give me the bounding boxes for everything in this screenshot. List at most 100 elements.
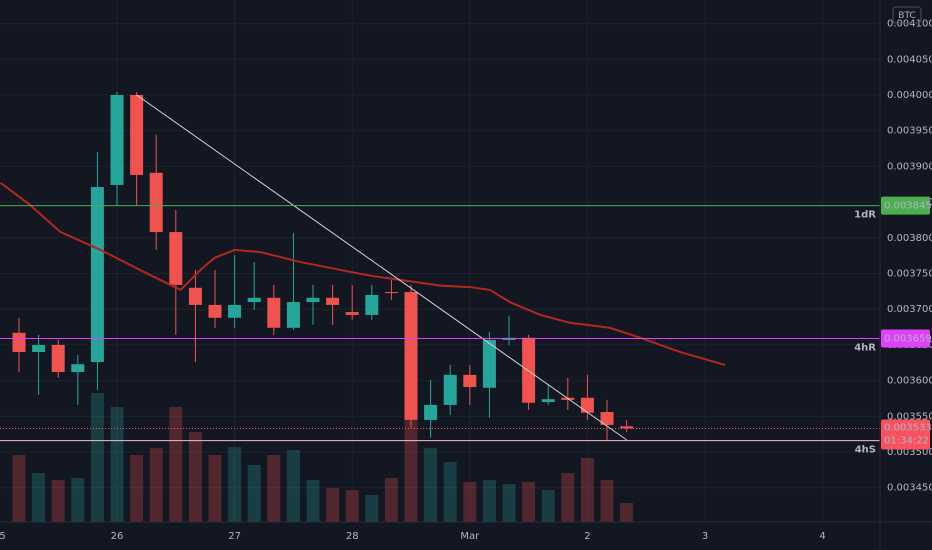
candle-body (404, 292, 418, 420)
last-price-box (881, 419, 930, 450)
candle-body (326, 297, 340, 305)
volume-bar (620, 503, 634, 522)
candle-body (149, 172, 163, 233)
candle-body (384, 292, 398, 294)
volume-bar (71, 478, 85, 522)
y-tick-label: 0.003750 (887, 268, 932, 279)
volume-bar (267, 455, 281, 522)
x-tick-label: 3 (702, 531, 708, 542)
volume-bar (365, 495, 379, 522)
currency-box[interactable] (892, 6, 922, 24)
volume-bar (443, 462, 457, 522)
level-price-box (881, 196, 930, 215)
candle-body (463, 374, 477, 388)
candle-body (365, 294, 379, 315)
level-name: 1dR (854, 210, 876, 221)
trend-line (136, 94, 627, 441)
countdown: 01:34:22 (884, 435, 929, 446)
candle-body (12, 332, 26, 353)
volume-bar (326, 488, 340, 522)
moving-average (0, 182, 726, 366)
volume-bar (384, 478, 398, 522)
volume-layer (12, 393, 634, 522)
candle-body (169, 232, 183, 285)
candle-body (110, 94, 124, 185)
x-tick-label: 27 (228, 531, 241, 542)
volume-bar (149, 448, 163, 522)
y-tick-label: 0.003500 (887, 447, 932, 458)
volume-bar (228, 447, 242, 522)
volume-bar (130, 455, 144, 522)
price-layer (0, 92, 880, 442)
candle-body (620, 426, 634, 429)
candle-body (32, 344, 46, 353)
volume-bar (286, 450, 300, 522)
candle-body (600, 412, 614, 425)
volume-bar (247, 465, 261, 522)
candle-body (71, 364, 85, 373)
volume-bar (12, 455, 26, 522)
candle-body (286, 302, 300, 328)
volume-bar (90, 393, 104, 522)
y-tick-label: 0.004100 (887, 19, 932, 30)
candle-body (247, 297, 261, 303)
candle-body (345, 312, 359, 315)
y-tick-label: 0.003450 (887, 483, 932, 494)
candle-body (424, 404, 438, 420)
level-price-label: 0.003845 (884, 201, 932, 212)
candle-body (228, 304, 242, 318)
level-name: 4hR (854, 342, 876, 353)
y-tick-label: 0.003900 (887, 161, 932, 172)
candle-body (130, 94, 144, 175)
candle-body (188, 287, 202, 305)
volume-bar (404, 420, 418, 522)
volume-bar (306, 480, 320, 522)
volume-bar (424, 448, 438, 522)
volume-bar (110, 407, 124, 522)
x-tick-label: 4 (819, 531, 825, 542)
volume-bar (600, 480, 614, 522)
candle-body (90, 187, 104, 363)
candle-body (443, 374, 457, 405)
y-tick-label: 0.004050 (887, 54, 932, 65)
y-tick-label: 0.003800 (887, 233, 932, 244)
last-price-label: 0.003533 (884, 422, 932, 433)
volume-bar (169, 407, 183, 522)
level-price-box (881, 329, 930, 348)
y-tick-label: 0.003700 (887, 304, 932, 315)
y-tick-label: 0.003600 (887, 376, 932, 387)
y-tick-label: 0.003950 (887, 126, 932, 137)
candle-body (482, 339, 496, 388)
x-tick-label: 25 (0, 531, 6, 542)
volume-bar (541, 490, 555, 522)
candle-body (522, 337, 536, 403)
candle-body (51, 344, 65, 373)
candle-body (580, 397, 594, 413)
volume-bar (580, 458, 594, 522)
volume-bar (502, 484, 516, 522)
x-tick-label: 26 (111, 531, 124, 542)
candle-body (541, 399, 555, 403)
y-tick-label: 0.003550 (887, 411, 932, 422)
grid (0, 0, 880, 522)
volume-bar (345, 490, 359, 522)
x-tick-label: Mar (460, 531, 480, 542)
level-name: 4hS (855, 445, 876, 456)
volume-bar (32, 473, 46, 522)
volume-bar (561, 473, 575, 522)
volume-bar (208, 455, 222, 522)
candle-body (306, 297, 320, 303)
volume-bar (51, 480, 65, 522)
volume-bar (482, 480, 496, 522)
candle-body (208, 304, 222, 318)
currency: BTC (898, 11, 915, 21)
candle-body (267, 297, 281, 328)
volume-bar (522, 482, 536, 522)
x-tick-label: 28 (346, 531, 359, 542)
volume-bar (188, 432, 202, 522)
level-price-label: 0.003659 (884, 333, 932, 344)
volume-bar (463, 482, 477, 522)
x-tick-label: 2 (584, 531, 590, 542)
